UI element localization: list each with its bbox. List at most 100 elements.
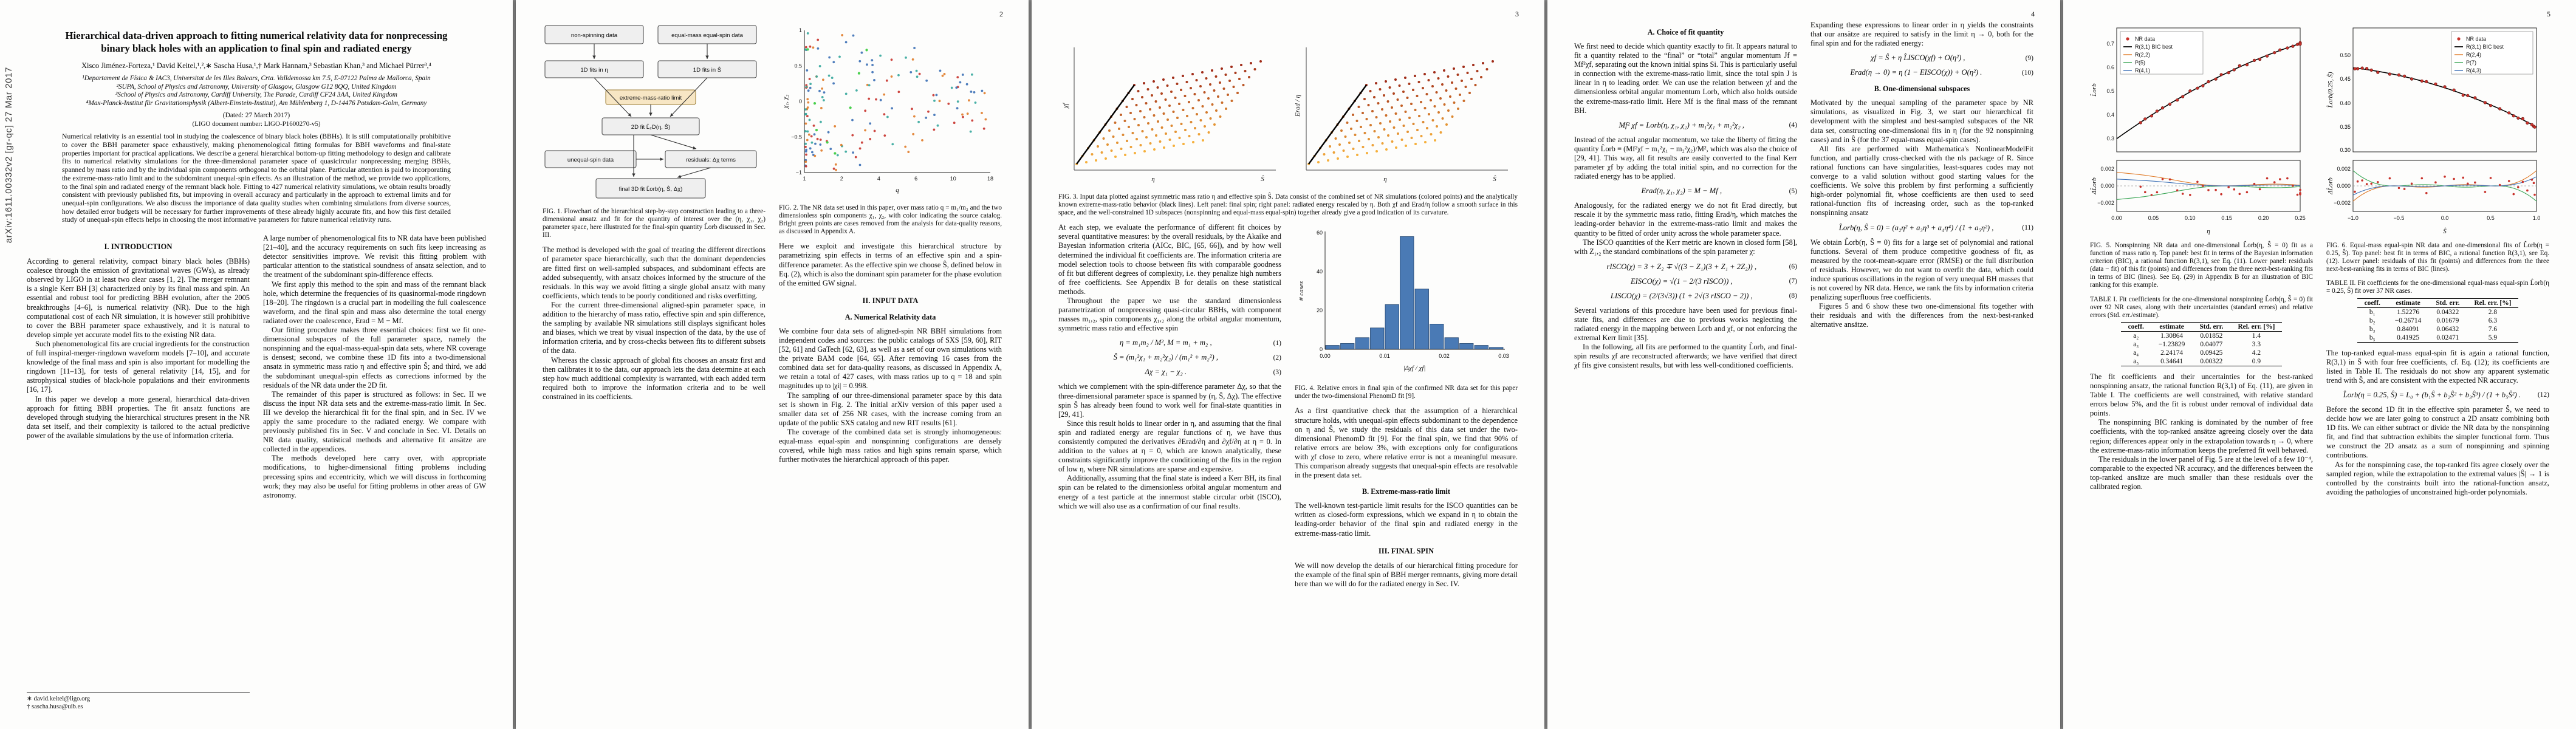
- equation: η = m₁m₂ / M², M = m₁ + m₂ , (1): [1058, 338, 1281, 347]
- surface-point: [1168, 104, 1171, 107]
- nr-case-point: [971, 73, 973, 76]
- nr-case-point: [805, 84, 808, 87]
- surface-point: [1228, 80, 1231, 82]
- table-row: b₅ 0.41925 0.02471 5.9: [2357, 334, 2519, 343]
- nr-case-point: [925, 117, 928, 119]
- surface-point: [1108, 129, 1111, 132]
- surface-point: [1190, 121, 1193, 123]
- surface-point: [1447, 75, 1450, 78]
- tick-label: −1: [796, 169, 802, 176]
- surface-point: [1381, 142, 1384, 145]
- table-row: b₂ −0.26714 0.01679 6.3: [2357, 317, 2519, 325]
- surface-point: [1420, 135, 1423, 137]
- surface-point: [1468, 92, 1471, 94]
- surface-point: [1196, 113, 1198, 115]
- surface-point: [1360, 126, 1362, 128]
- surface-point: [1449, 95, 1451, 98]
- nr-data-point: [2298, 42, 2302, 46]
- surface-point: [1371, 110, 1374, 112]
- nr-data-point: [2369, 68, 2373, 72]
- nr-data-point: [2498, 107, 2502, 111]
- paragraph: which we complement with the spin-differ…: [1058, 382, 1281, 419]
- residual-point: [2215, 188, 2217, 191]
- surface-point: [1472, 64, 1475, 66]
- surface-point: [1149, 142, 1152, 145]
- nr-case-point: [932, 94, 935, 97]
- histogram-bar: [1325, 345, 1340, 350]
- surface-point: [1375, 116, 1378, 118]
- alt-fit-difference-line: [2116, 179, 2301, 187]
- legend-entry: NR data: [2466, 36, 2486, 42]
- surface-point: [1160, 92, 1163, 95]
- surface-point: [1176, 117, 1179, 119]
- surface-point: [1414, 75, 1416, 77]
- surface-point: [1236, 92, 1239, 94]
- surface-point: [1203, 91, 1206, 94]
- equation-formula: EISCO(χ) = √(1 − 2/(3 rISCO)) ,: [1630, 276, 1733, 286]
- fig1-nodes: non-spinning data equal-mass equal-spin …: [544, 25, 757, 199]
- tick-label: 20: [1317, 307, 1323, 313]
- paragraph: We first need to decide which quantity e…: [1574, 42, 1797, 115]
- tick-label: 0.5: [2487, 215, 2495, 221]
- paragraph: Expanding these expressions to linear or…: [1810, 21, 2033, 48]
- fig6-top-frame: [2352, 27, 2537, 152]
- nr-case-point: [971, 119, 974, 122]
- surface-point: [1106, 143, 1109, 146]
- surface-point: [1423, 107, 1427, 109]
- table-header-cell: estimate: [2387, 298, 2429, 308]
- residual-point: [2176, 189, 2179, 192]
- tick-label: 0.25: [2295, 215, 2306, 221]
- equation-formula: Erad(η, χ₁, χ₂) = M − Mf ,: [1641, 187, 1722, 196]
- table-header-cell: coeff.: [2357, 298, 2388, 308]
- surface-point: [1192, 141, 1194, 143]
- equation-number: (5): [1789, 187, 1797, 195]
- surface-point: [1377, 102, 1380, 104]
- surface-point: [1201, 105, 1204, 108]
- residual-point: [2286, 177, 2289, 180]
- tick-label: 2: [840, 176, 843, 182]
- surface-point: [1224, 74, 1227, 76]
- surface-point: [1317, 161, 1320, 163]
- tick-label: 0.02: [1439, 353, 1450, 359]
- nr-case-point: [806, 139, 809, 142]
- paragraph: Such phenomenological fits are crucial i…: [27, 339, 250, 394]
- surface-point: [1128, 126, 1130, 128]
- surface-point: [1197, 133, 1201, 135]
- surface-point: [1430, 133, 1433, 135]
- nr-case-point: [907, 151, 910, 154]
- nr-case-point: [956, 107, 959, 110]
- figure-3: χf η Ŝ Erad / η η Ŝ FIG. 3. Input data p: [1058, 21, 1518, 217]
- surface-point: [1205, 111, 1208, 114]
- nr-case-point: [804, 142, 807, 145]
- residual-point: [2139, 185, 2142, 188]
- tick-label: 0.7: [2106, 41, 2114, 47]
- tick-label: 0.000: [2100, 183, 2114, 189]
- residual-point: [2161, 178, 2164, 180]
- surface-point: [1388, 86, 1391, 89]
- tick-label: −0.002: [2334, 200, 2351, 206]
- nr-case-point: [916, 75, 919, 78]
- fig3-x-label: η: [1151, 176, 1154, 183]
- fig3-surfaces: χf η Ŝ Erad / η η Ŝ: [1062, 47, 1508, 183]
- nr-case-point: [860, 51, 863, 54]
- nr-case-point: [817, 38, 820, 41]
- nr-case-point: [858, 60, 862, 63]
- table-cell: 0.02471: [2436, 334, 2459, 341]
- nr-case-point: [891, 143, 894, 146]
- table-row: coeff. estimate Std. err. Rel. err. [%]: [2357, 298, 2519, 308]
- nr-case-point: [807, 101, 810, 104]
- page2-right-column: 1 2 4 6 10 18 1 0.5 0 −0.5 −1 q χ₁, χ₂ FIG. 2. The…: [779, 21, 1002, 464]
- residual-point: [2526, 189, 2529, 192]
- surface-point: [1182, 143, 1185, 145]
- surface-point: [1102, 137, 1105, 140]
- table-row: a₄ 2.24174 0.09425 4.2: [2121, 349, 2283, 357]
- tick-label: 0: [1320, 346, 1323, 352]
- nr-case-point: [970, 91, 973, 93]
- surface-point: [1211, 103, 1214, 106]
- residual-point: [2238, 193, 2241, 196]
- nr-data-point: [2168, 102, 2172, 106]
- residual-point: [2266, 177, 2269, 180]
- surface-point: [1363, 98, 1366, 100]
- fig4-histogram: 0.00 0.01 0.02 0.03 0 20 40 60 |Δχf / χf| # cas…: [1298, 230, 1509, 372]
- surface-point: [1466, 72, 1469, 74]
